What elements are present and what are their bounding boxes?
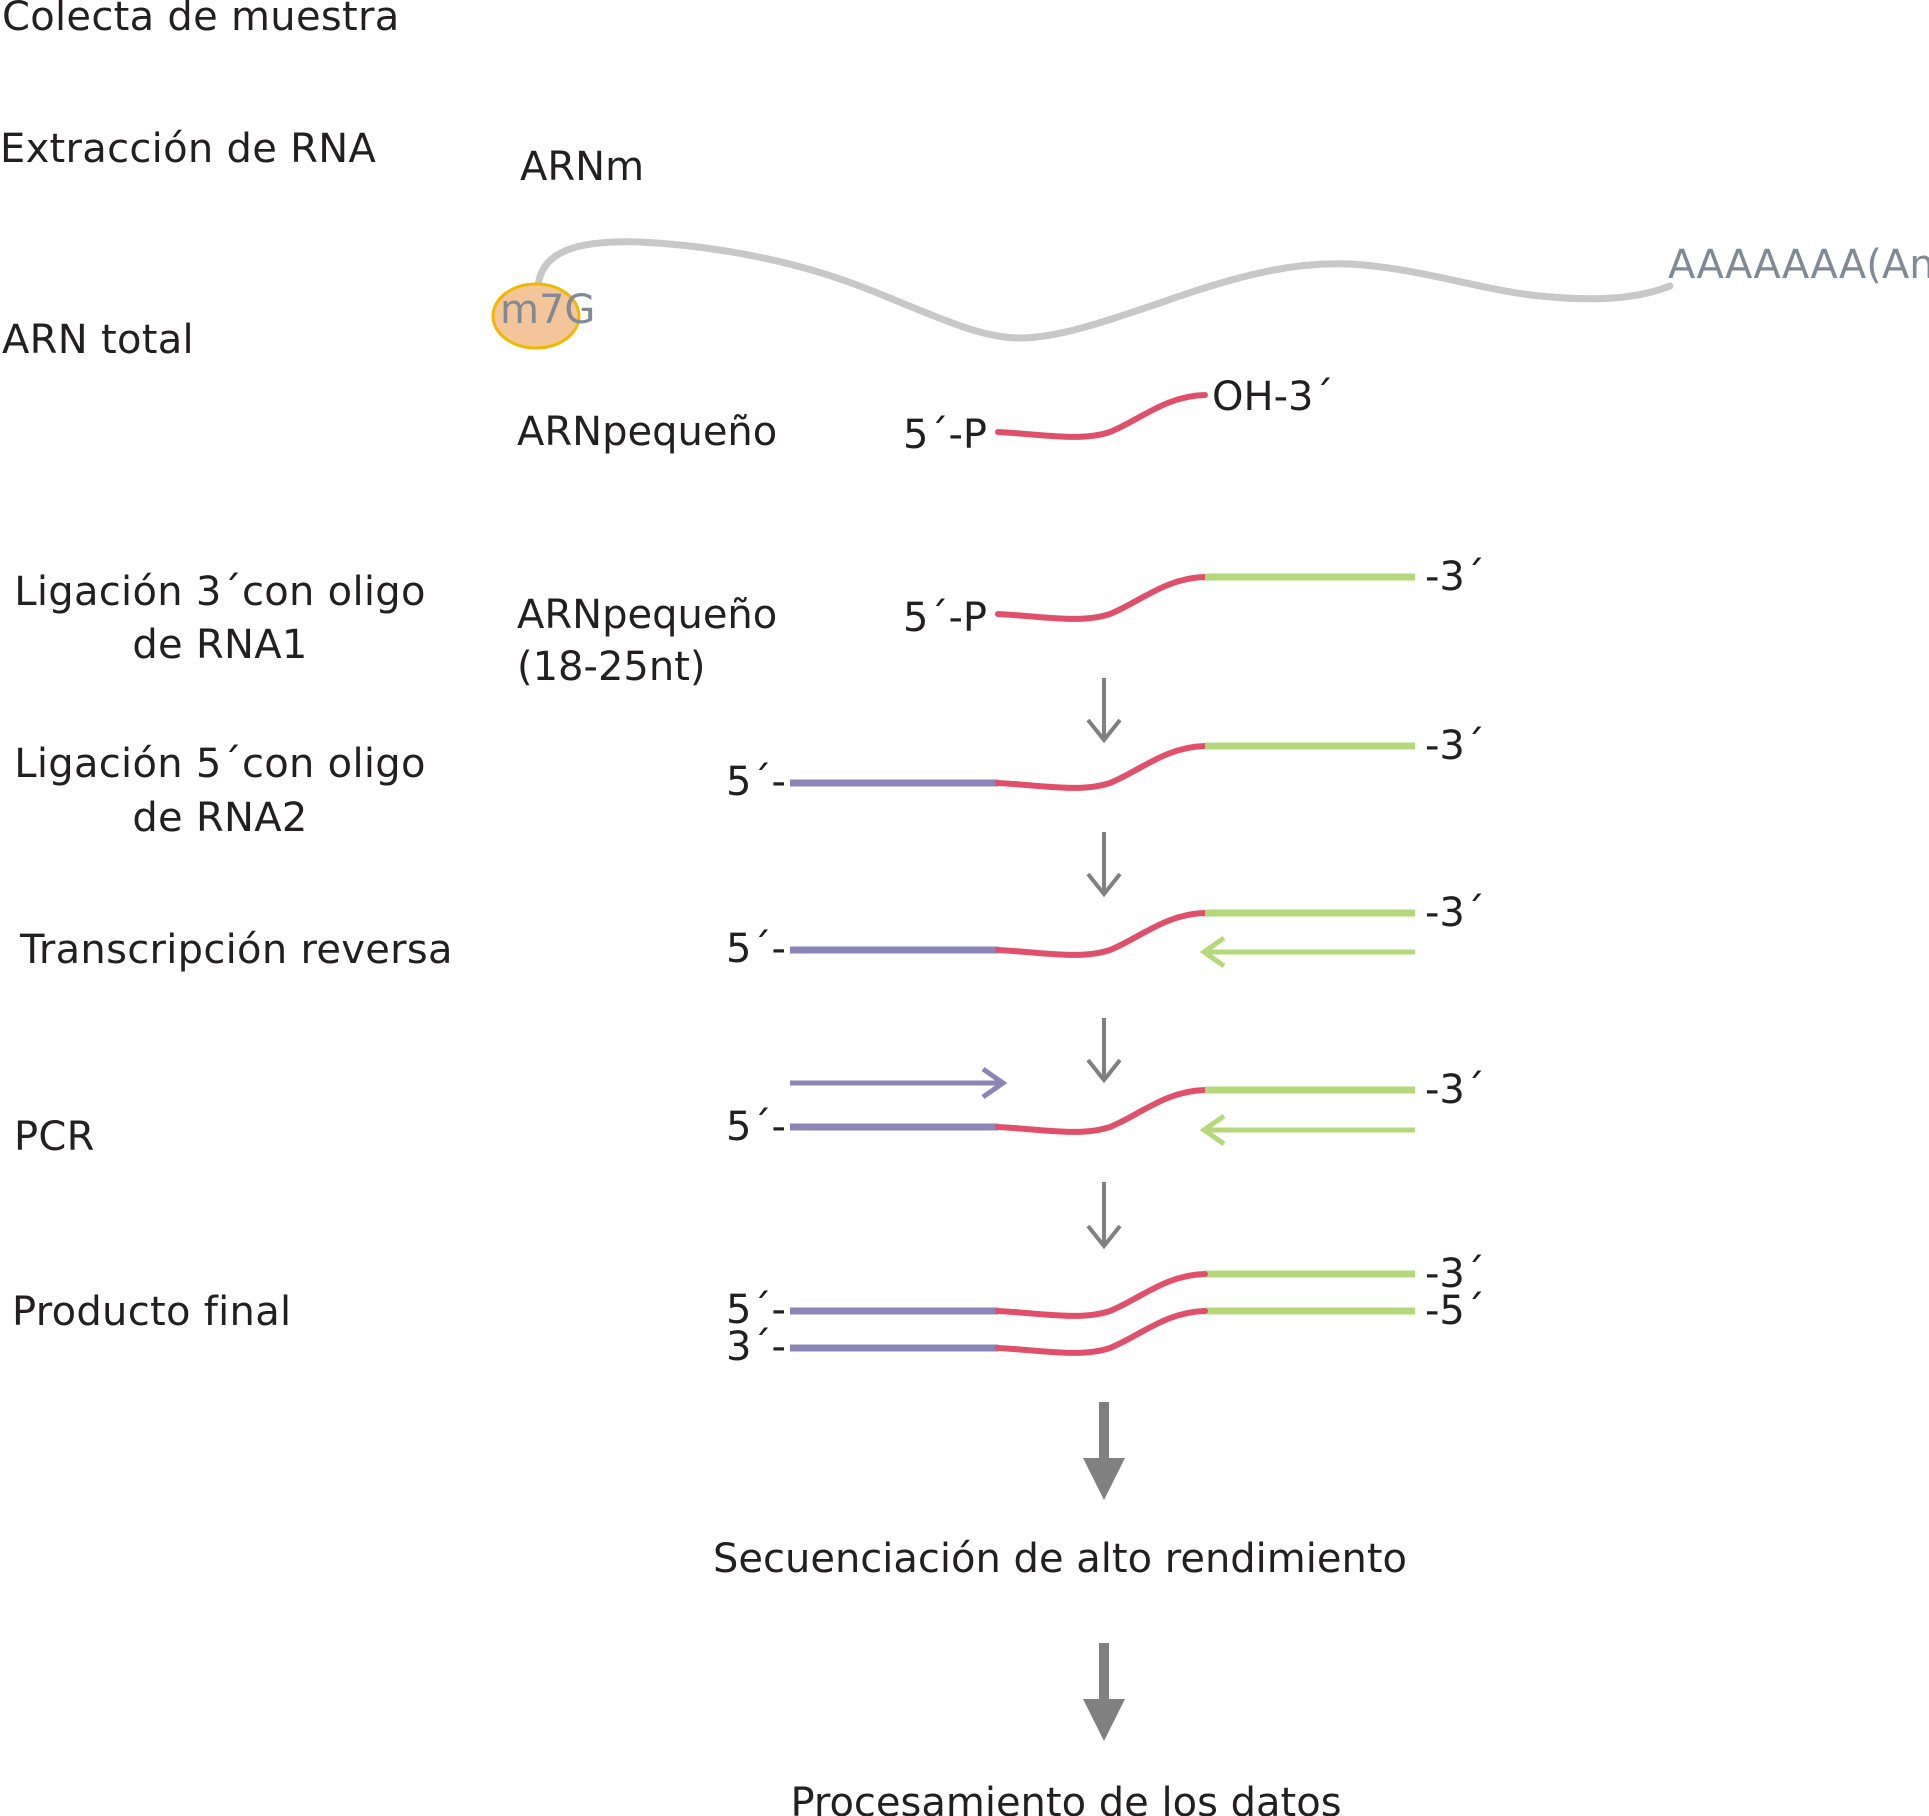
- three-prime-label-4: -3´: [1425, 1067, 1485, 1113]
- five-prime-p-label: 5´-P: [903, 412, 987, 458]
- cap-circle: [491, 282, 581, 350]
- pcr-forward-primer-arrow: [790, 1066, 1008, 1100]
- sequencing-label: Secuenciación de alto rendimiento: [713, 1536, 1407, 1582]
- step-arrow-1: [1086, 678, 1122, 744]
- step-arrow-3: [1086, 1018, 1122, 1084]
- five-prime-label-4: 5´-: [726, 1287, 786, 1333]
- small-rna-strand-4: [995, 910, 1208, 958]
- stage-ligation-5-line1: Ligación 5´con oligo: [14, 741, 426, 787]
- stage-reverse-transcription: Transcripción reversa: [19, 927, 453, 973]
- stage-ligation-3-line2: de RNA1: [132, 622, 307, 668]
- three-prime-label-2: -3´: [1425, 723, 1485, 769]
- stage-total-rna: ARN total: [2, 317, 194, 363]
- cap-label: m7G: [500, 287, 595, 333]
- rt-primer-arrow: [1199, 935, 1415, 969]
- small-rna-size-label: (18-25nt): [517, 644, 705, 690]
- three-prime-label-3: -3´: [1425, 890, 1485, 936]
- data-processing-label: Procesamiento de los datos: [790, 1780, 1341, 1816]
- big-arrow-processing: [1083, 1643, 1125, 1741]
- oh-3-label: OH-3´: [1212, 374, 1333, 420]
- stage-ligation-5-line2: de RNA2: [132, 795, 307, 841]
- small-rna-strand-7: [995, 1308, 1208, 1356]
- pcr-reverse-primer-arrow: [1199, 1113, 1415, 1147]
- step-arrow-4: [1086, 1182, 1122, 1250]
- small-rna-label: ARNpequeño: [517, 409, 777, 455]
- mrna-strand: [534, 238, 1674, 342]
- five-prime-label-3: 5´-: [726, 1104, 786, 1150]
- stage-rna-extraction: Extracción de RNA: [0, 126, 376, 172]
- small-rna-strand-5: [995, 1087, 1208, 1135]
- small-rna-label-2: ARNpequeño: [517, 592, 777, 638]
- stage-ligation-3-line1: Ligación 3´con oligo: [14, 569, 426, 615]
- small-rna-strand: [995, 392, 1208, 440]
- five-prime-label-2: 5´-: [726, 926, 786, 972]
- small-rna-strand-3: [995, 743, 1208, 791]
- small-rna-strand-2: [995, 574, 1208, 622]
- polya-label: AAAAAAA(An): [1668, 242, 1929, 288]
- big-arrow-sequencing: [1083, 1402, 1125, 1500]
- stage-sample-collection: Colecta de muestra: [2, 0, 400, 40]
- five-prime-end-label: -5´: [1425, 1288, 1485, 1334]
- step-arrow-2: [1086, 832, 1122, 898]
- five-prime-p-label-2: 5´-P: [903, 595, 987, 641]
- mrna-label: ARNm: [520, 144, 644, 190]
- stage-final-product: Producto final: [12, 1289, 291, 1335]
- small-rna-strand-6: [995, 1271, 1208, 1319]
- five-prime-label-1: 5´-: [726, 759, 786, 805]
- three-prime-label-1: -3´: [1425, 554, 1485, 600]
- stage-pcr: PCR: [14, 1114, 95, 1160]
- three-prime-label-5: -3´: [1425, 1251, 1485, 1297]
- three-prime-start-label: 3´-: [726, 1324, 786, 1370]
